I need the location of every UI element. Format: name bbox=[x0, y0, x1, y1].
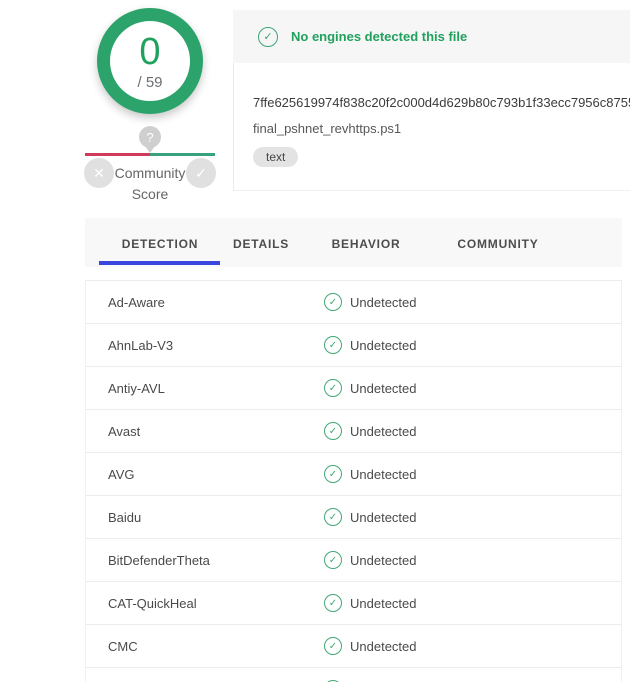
tab-community[interactable]: COMMUNITY bbox=[457, 237, 539, 251]
help-pin-tail bbox=[145, 146, 155, 153]
table-row: Avast ✓ Undetected bbox=[86, 410, 621, 453]
table-row-partial: ✓ bbox=[86, 668, 621, 682]
tab-details[interactable]: DETAILS bbox=[232, 237, 290, 251]
status-label: Undetected bbox=[350, 595, 417, 611]
tab-detection[interactable]: DETECTION bbox=[121, 237, 199, 251]
status-label: Undetected bbox=[350, 638, 417, 654]
engine-name: BitDefenderTheta bbox=[108, 552, 210, 568]
engine-name: Avast bbox=[108, 423, 141, 439]
engine-status: ✓ Undetected bbox=[324, 422, 417, 440]
status-label: Undetected bbox=[350, 552, 417, 568]
engine-name: Baidu bbox=[108, 509, 142, 525]
engine-name: CMC bbox=[108, 638, 138, 654]
engine-name: Ad-Aware bbox=[108, 294, 165, 310]
community-score-label: Community Score bbox=[114, 165, 186, 202]
undetected-check-icon: ✓ bbox=[324, 379, 342, 397]
undetected-check-icon: ✓ bbox=[324, 508, 342, 526]
engine-status: ✓ Undetected bbox=[324, 594, 417, 612]
file-hash: 7ffe625619974f838c20f2c000d4d629b80c793b… bbox=[253, 95, 630, 110]
engine-name: AVG bbox=[108, 466, 135, 482]
active-tab-underline bbox=[99, 261, 220, 265]
table-row: Antiy-AVL ✓ Undetected bbox=[86, 367, 621, 410]
sentiment-bar-positive bbox=[150, 153, 215, 156]
status-label: Undetected bbox=[350, 380, 417, 396]
status-label: Undetected bbox=[350, 509, 417, 525]
file-info-card: 7ffe625619974f838c20f2c000d4d629b80c793b… bbox=[233, 63, 630, 191]
verdict-banner: ✓ No engines detected this file bbox=[233, 10, 630, 63]
file-name: final_pshnet_revhttps.ps1 bbox=[253, 121, 402, 136]
engines-total: / 59 bbox=[137, 74, 163, 91]
undetected-check-icon: ✓ bbox=[324, 637, 342, 655]
engine-status: ✓ bbox=[324, 680, 342, 682]
engine-status: ✓ Undetected bbox=[324, 336, 417, 354]
report-tabbar: DETECTION DETAILS BEHAVIOR COMMUNITY bbox=[85, 218, 622, 267]
status-label: Undetected bbox=[350, 337, 417, 353]
status-label: Undetected bbox=[350, 466, 417, 482]
engine-status: ✓ Undetected bbox=[324, 379, 417, 397]
banner-check-icon: ✓ bbox=[258, 26, 278, 47]
file-type-tag[interactable]: text bbox=[253, 147, 299, 167]
table-row: AVG ✓ Undetected bbox=[86, 453, 621, 496]
community-score-help-icon[interactable]: ? bbox=[139, 126, 161, 148]
community-sentiment-bar bbox=[85, 153, 215, 156]
detections-count: 0 bbox=[139, 31, 161, 73]
engine-status: ✓ Undetected bbox=[324, 637, 417, 655]
vote-harmless-icon[interactable]: ✓ bbox=[186, 158, 216, 188]
engine-name: CAT-QuickHeal bbox=[108, 595, 197, 611]
engine-status: ✓ Undetected bbox=[324, 551, 417, 569]
table-row: AhnLab-V3 ✓ Undetected bbox=[86, 324, 621, 367]
verdict-message: No engines detected this file bbox=[291, 29, 468, 44]
undetected-check-icon: ✓ bbox=[324, 336, 342, 354]
table-row: CMC ✓ Undetected bbox=[86, 625, 621, 668]
table-row: Ad-Aware ✓ Undetected bbox=[86, 281, 621, 324]
sentiment-bar-negative bbox=[85, 153, 150, 156]
detection-score-ring: 0 / 59 bbox=[97, 8, 203, 114]
tab-behavior[interactable]: BEHAVIOR bbox=[331, 237, 401, 251]
undetected-check-icon: ✓ bbox=[324, 422, 342, 440]
table-row: Baidu ✓ Undetected bbox=[86, 496, 621, 539]
table-row: BitDefenderTheta ✓ Undetected bbox=[86, 539, 621, 582]
table-row: CAT-QuickHeal ✓ Undetected bbox=[86, 582, 621, 625]
detection-results-table: Ad-Aware ✓ Undetected AhnLab-V3 ✓ Undete… bbox=[85, 280, 622, 682]
status-label: Undetected bbox=[350, 294, 417, 310]
undetected-check-icon: ✓ bbox=[324, 465, 342, 483]
engine-status: ✓ Undetected bbox=[324, 508, 417, 526]
engine-name: AhnLab-V3 bbox=[108, 337, 174, 353]
engine-status: ✓ Undetected bbox=[324, 465, 417, 483]
engine-status: ✓ Undetected bbox=[324, 293, 417, 311]
undetected-check-icon: ✓ bbox=[324, 293, 342, 311]
undetected-check-icon: ✓ bbox=[324, 594, 342, 612]
undetected-check-icon: ✓ bbox=[324, 551, 342, 569]
engine-name: Antiy-AVL bbox=[108, 380, 165, 396]
status-label: Undetected bbox=[350, 423, 417, 439]
vote-malicious-icon[interactable]: ✕ bbox=[84, 158, 114, 188]
